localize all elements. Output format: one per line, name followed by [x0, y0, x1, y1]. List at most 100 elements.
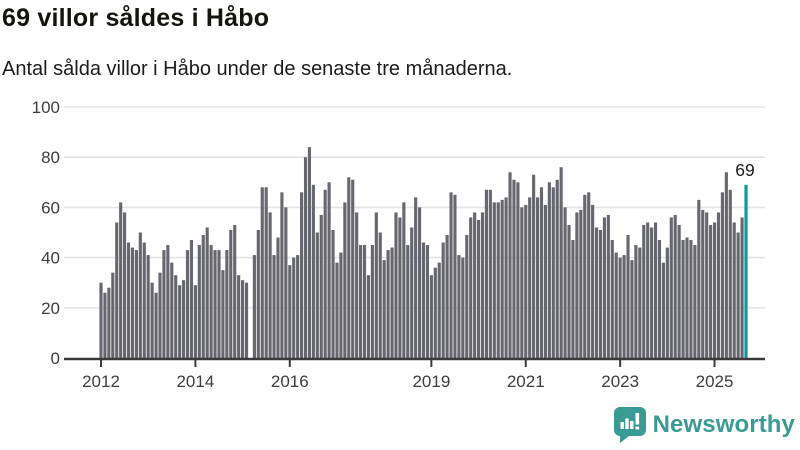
y-axis-label: 40 — [41, 249, 60, 268]
x-axis-label: 2012 — [82, 372, 120, 391]
bar — [264, 187, 268, 358]
x-axis-label: 2025 — [696, 372, 734, 391]
bar — [496, 202, 500, 358]
bar — [528, 197, 532, 358]
bar — [292, 257, 296, 358]
bar — [594, 227, 599, 358]
bar — [602, 217, 606, 358]
bar — [516, 182, 520, 358]
bar — [453, 194, 457, 358]
bar — [685, 237, 689, 358]
bar — [705, 212, 709, 358]
bar — [547, 182, 551, 358]
bar — [661, 262, 665, 358]
bar — [284, 207, 288, 358]
bar — [130, 247, 135, 358]
chart-title: 69 villor såldes i Håbo — [2, 4, 270, 32]
bar — [189, 240, 194, 358]
bar — [500, 199, 504, 358]
chart-subtitle: Antal sålda villor i Håbo under de senas… — [2, 58, 513, 80]
bar — [280, 192, 284, 358]
newsworthy-logo-icon — [613, 407, 646, 443]
bar — [300, 192, 304, 358]
bar — [532, 174, 536, 358]
bar — [307, 147, 312, 358]
bar — [327, 182, 331, 358]
bar — [598, 229, 603, 358]
bar — [362, 245, 367, 358]
bar — [213, 250, 217, 358]
bar — [374, 212, 378, 358]
bar — [693, 245, 697, 358]
bar — [469, 217, 473, 358]
bar — [559, 167, 563, 358]
bar — [520, 207, 524, 358]
bar — [712, 222, 717, 358]
bar — [107, 287, 111, 358]
bar — [272, 255, 276, 358]
bar — [303, 157, 308, 358]
bar — [178, 285, 182, 358]
bar — [366, 275, 371, 358]
x-axis-label: 2016 — [271, 372, 309, 391]
bar — [260, 187, 264, 358]
bar — [429, 275, 433, 358]
bar — [587, 192, 591, 358]
bar — [732, 222, 736, 358]
x-axis-label: 2014 — [176, 372, 214, 391]
logo-bubble-shape — [613, 407, 646, 443]
bar — [736, 232, 740, 358]
bar — [394, 212, 398, 358]
y-axis-label: 100 — [32, 98, 60, 117]
bar — [150, 282, 154, 358]
y-axis-label: 60 — [41, 198, 60, 217]
bar — [241, 280, 245, 358]
bar — [614, 252, 618, 358]
bar — [343, 202, 347, 358]
bar — [437, 262, 441, 358]
bar — [339, 252, 343, 358]
bar — [315, 232, 319, 358]
bar — [185, 250, 190, 358]
bar — [461, 257, 465, 358]
bar — [724, 172, 728, 358]
bar — [673, 214, 677, 358]
bar — [398, 217, 402, 358]
bar — [311, 184, 315, 358]
highlighted-bar — [744, 184, 748, 358]
bar — [158, 272, 162, 358]
bar — [508, 172, 512, 358]
bar — [115, 222, 119, 358]
bar — [689, 240, 693, 358]
bar — [193, 285, 197, 358]
bar — [504, 197, 508, 358]
bar — [567, 224, 571, 358]
bar — [154, 292, 158, 358]
bar — [716, 212, 721, 358]
bar — [288, 265, 292, 358]
bar — [449, 192, 453, 358]
y-axis-label: 0 — [51, 349, 60, 368]
bar — [319, 214, 323, 358]
bar — [170, 262, 174, 358]
bar — [433, 267, 437, 358]
bar — [720, 192, 724, 358]
bar — [252, 255, 256, 358]
bar — [551, 187, 555, 358]
bar — [382, 260, 386, 358]
bar — [225, 250, 229, 358]
value-annotation: 69 — [735, 160, 754, 180]
bar — [492, 202, 496, 358]
x-axis-label: 2019 — [412, 372, 450, 391]
bar — [99, 282, 103, 358]
bar — [465, 235, 469, 358]
bar — [669, 217, 673, 358]
bar — [370, 245, 374, 358]
bar — [138, 232, 142, 358]
bar — [323, 189, 327, 358]
y-axis-label: 20 — [41, 299, 60, 318]
bar — [229, 229, 233, 358]
bar — [480, 212, 485, 358]
bar — [638, 247, 642, 358]
